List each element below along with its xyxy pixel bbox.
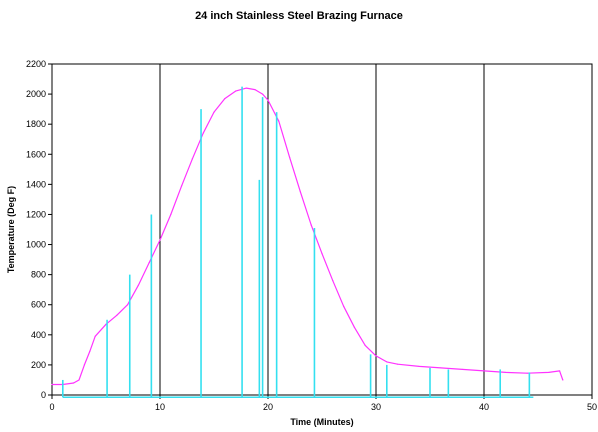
y-tick-label-1600: 1600 [26,149,46,159]
series-layer [51,86,564,398]
series-point-0-0 [51,383,53,386]
y-tick-label-0: 0 [41,390,46,400]
series-point-0-38 [461,368,463,371]
series-point-0-39 [483,370,485,372]
series-point-0-22 [262,93,264,95]
series-point-0-18 [224,98,226,100]
series-point-0-14 [181,185,183,187]
series-point-0-2 [73,382,75,384]
series-point-0-33 [375,355,377,357]
y-tick-label-2000: 2000 [26,89,46,99]
series-point-0-43 [559,370,561,372]
series-point-0-27 [310,224,312,226]
series-point-0-11 [148,262,150,264]
series-point-0-29 [332,280,334,282]
y-tick-label-1400: 1400 [26,179,46,189]
plot-area-frame [51,63,593,396]
x-axis-label: Time (Minutes) [290,417,353,427]
x-tick-label-10: 10 [155,402,165,412]
series-point-0-26 [299,191,301,193]
series-point-0-10 [137,284,139,286]
series-point-0-20 [245,87,247,89]
series-point-0-25 [289,156,291,158]
x-tick-label-20: 20 [263,402,273,412]
y-tick-label-2200: 2200 [26,59,46,69]
x-tick-label-0: 0 [49,402,54,412]
x-axis-ticks: 0 10 20 30 40 50 [49,395,597,412]
series-point-0-36 [418,365,420,368]
vertical-gridlines [159,64,485,395]
series-point-0-16 [202,132,204,134]
y-tick-label-400: 400 [31,330,46,340]
series-point-0-32 [364,344,366,346]
y-tick-label-1200: 1200 [26,209,46,219]
series-point-0-9 [127,304,129,306]
y-tick-label-600: 600 [31,300,46,310]
series-point-0-6 [94,335,96,337]
series-point-0-8 [116,314,118,316]
series-point-0-37 [440,367,442,369]
y-tick-label-1800: 1800 [26,119,46,129]
y-tick-label-1000: 1000 [26,240,46,250]
series-point-0-41 [526,372,528,374]
y-tick-label-800: 800 [31,270,46,280]
series-point-0-13 [170,213,172,216]
y-axis-label: Temperature (Deg F) [6,186,16,273]
x-tick-label-40: 40 [479,402,489,412]
series-point-0-23 [267,99,269,101]
series-point-0-28 [321,252,323,255]
series-point-0-31 [353,326,355,328]
series-line-0 [52,87,564,386]
series-point-0-21 [254,88,256,91]
chart-title: 24 inch Stainless Steel Brazing Furnace [195,10,403,22]
series-point-0-19 [235,90,237,92]
series-point-0-12 [159,239,161,241]
series-point-0-15 [191,158,193,160]
series-point-0-4 [83,364,85,366]
series-point-0-42 [548,371,550,374]
series-point-0-3 [78,379,80,381]
x-tick-label-30: 30 [371,402,381,412]
series-point-0-5 [89,350,91,352]
series-point-0-44 [562,379,564,381]
series-point-0-34 [386,361,388,363]
series-point-0-40 [505,371,507,374]
y-tick-label-200: 200 [31,360,46,370]
series-point-0-24 [278,120,280,122]
y-axis-ticks: 0 200 400 600 800 1000 1200 1400 1600 1800 2000 220… [26,59,52,400]
x-tick-label-50: 50 [587,402,597,412]
series-point-0-17 [213,111,215,113]
series-point-0-30 [343,305,345,307]
series-point-0-35 [397,363,399,365]
